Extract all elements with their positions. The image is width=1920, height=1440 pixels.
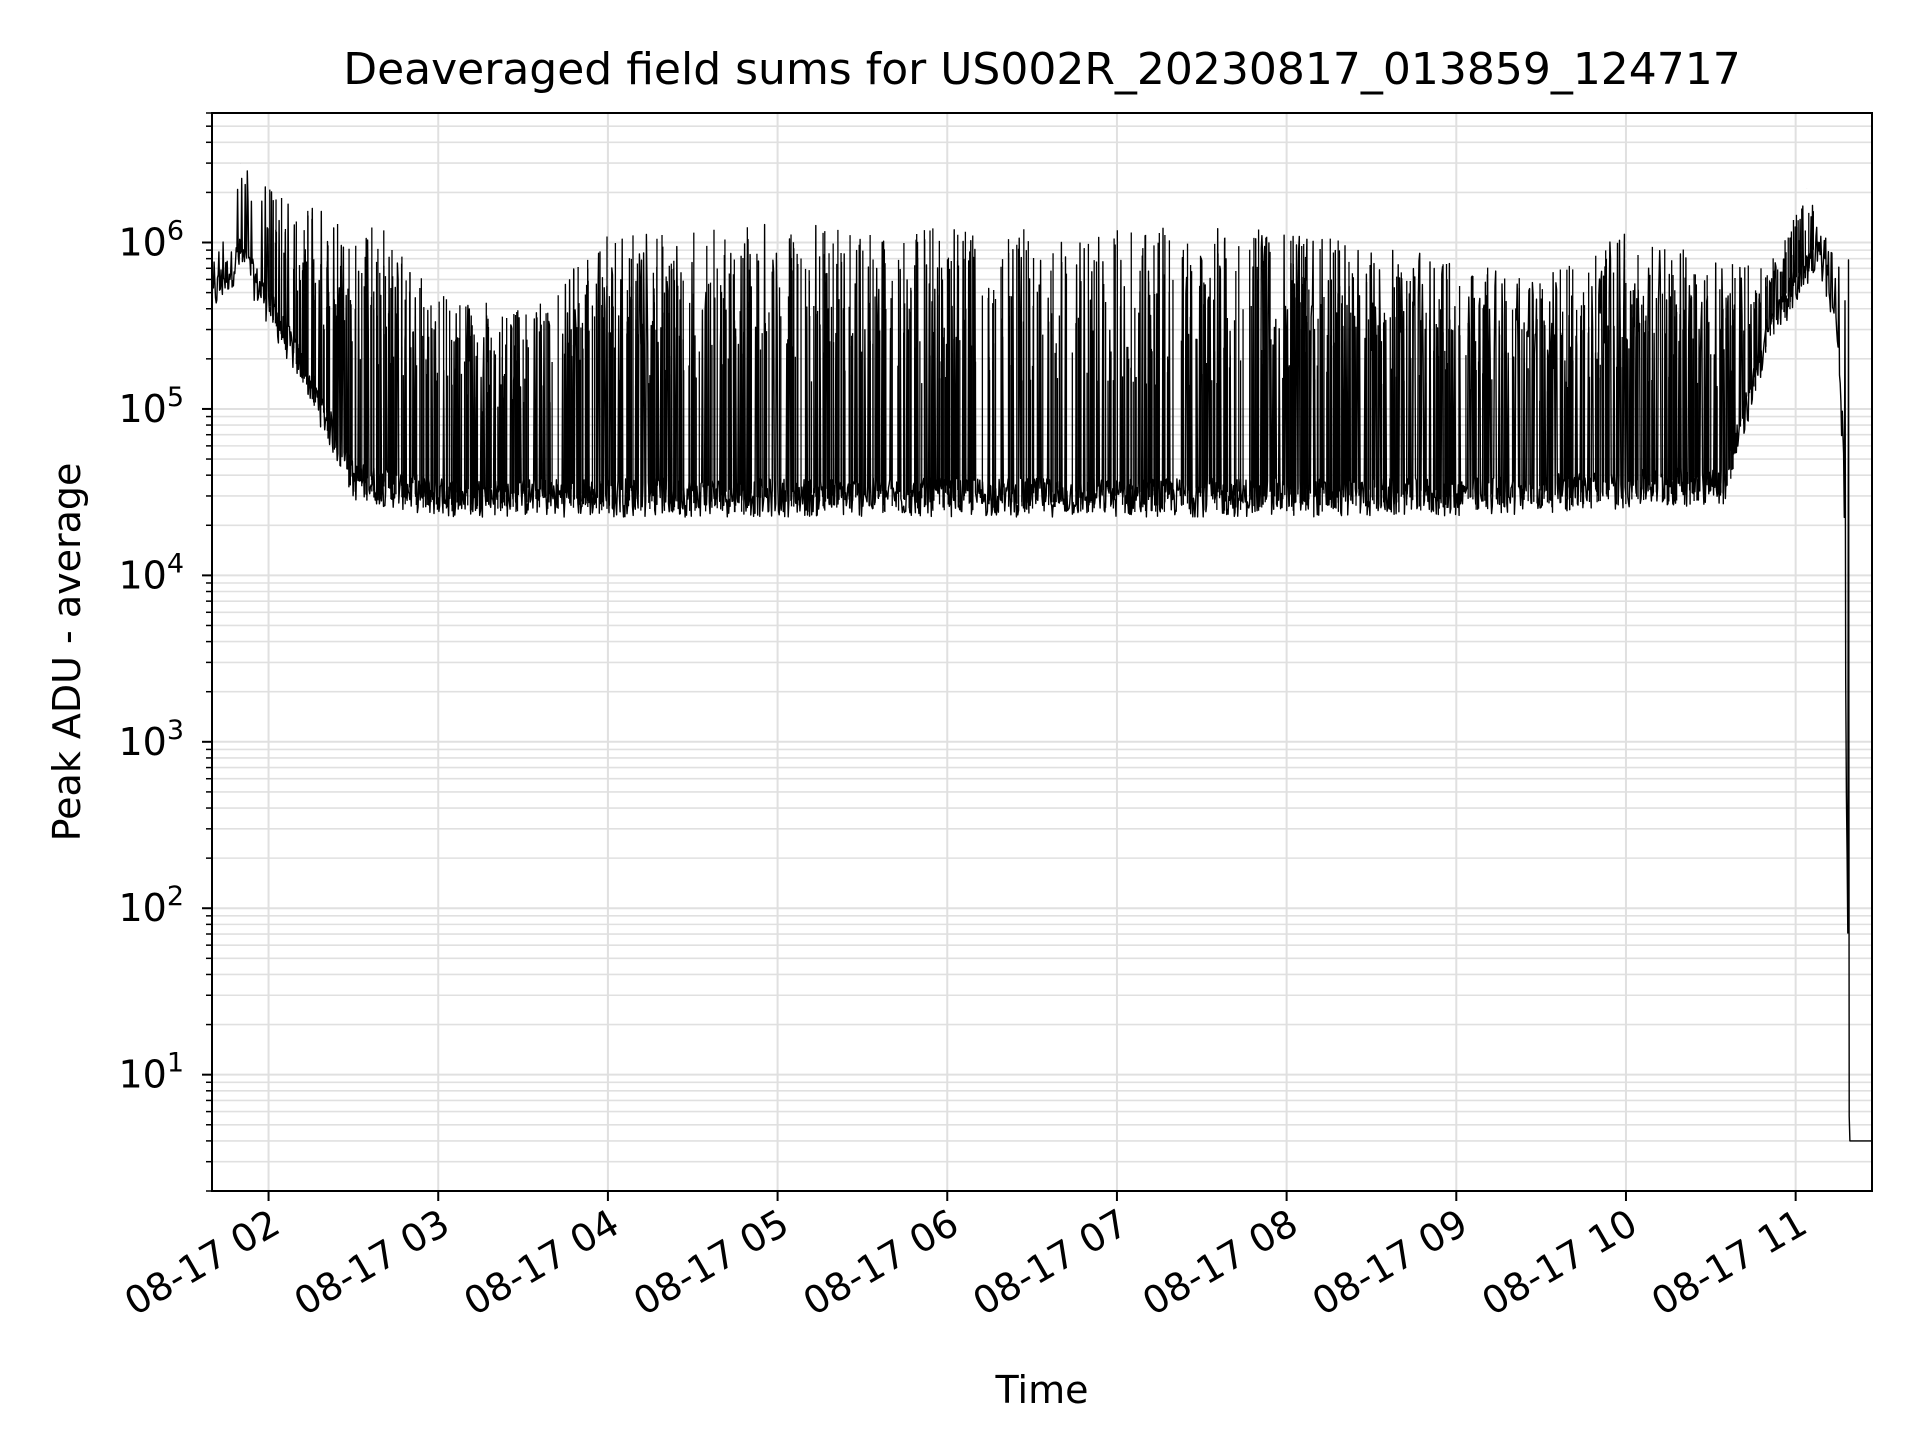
- x-axis-label: Time: [995, 1368, 1089, 1412]
- y-tick-label: 102: [118, 881, 184, 930]
- y-tick-label: 101: [118, 1048, 184, 1097]
- y-tick-label: 105: [118, 382, 184, 431]
- axes-frame: [211, 112, 1873, 1192]
- y-tick-label: 103: [118, 715, 184, 764]
- series-layer: [211, 163, 1872, 1142]
- y-axis: 101 102 103 104 105 106: [118, 112, 212, 1192]
- y-tick-label: 106: [118, 216, 184, 265]
- chart-title: Deaveraged field sums for US002R_2023081…: [343, 44, 1741, 95]
- y-tick-label: 104: [118, 548, 184, 597]
- y-axis-label: Peak ADU - average: [45, 463, 89, 842]
